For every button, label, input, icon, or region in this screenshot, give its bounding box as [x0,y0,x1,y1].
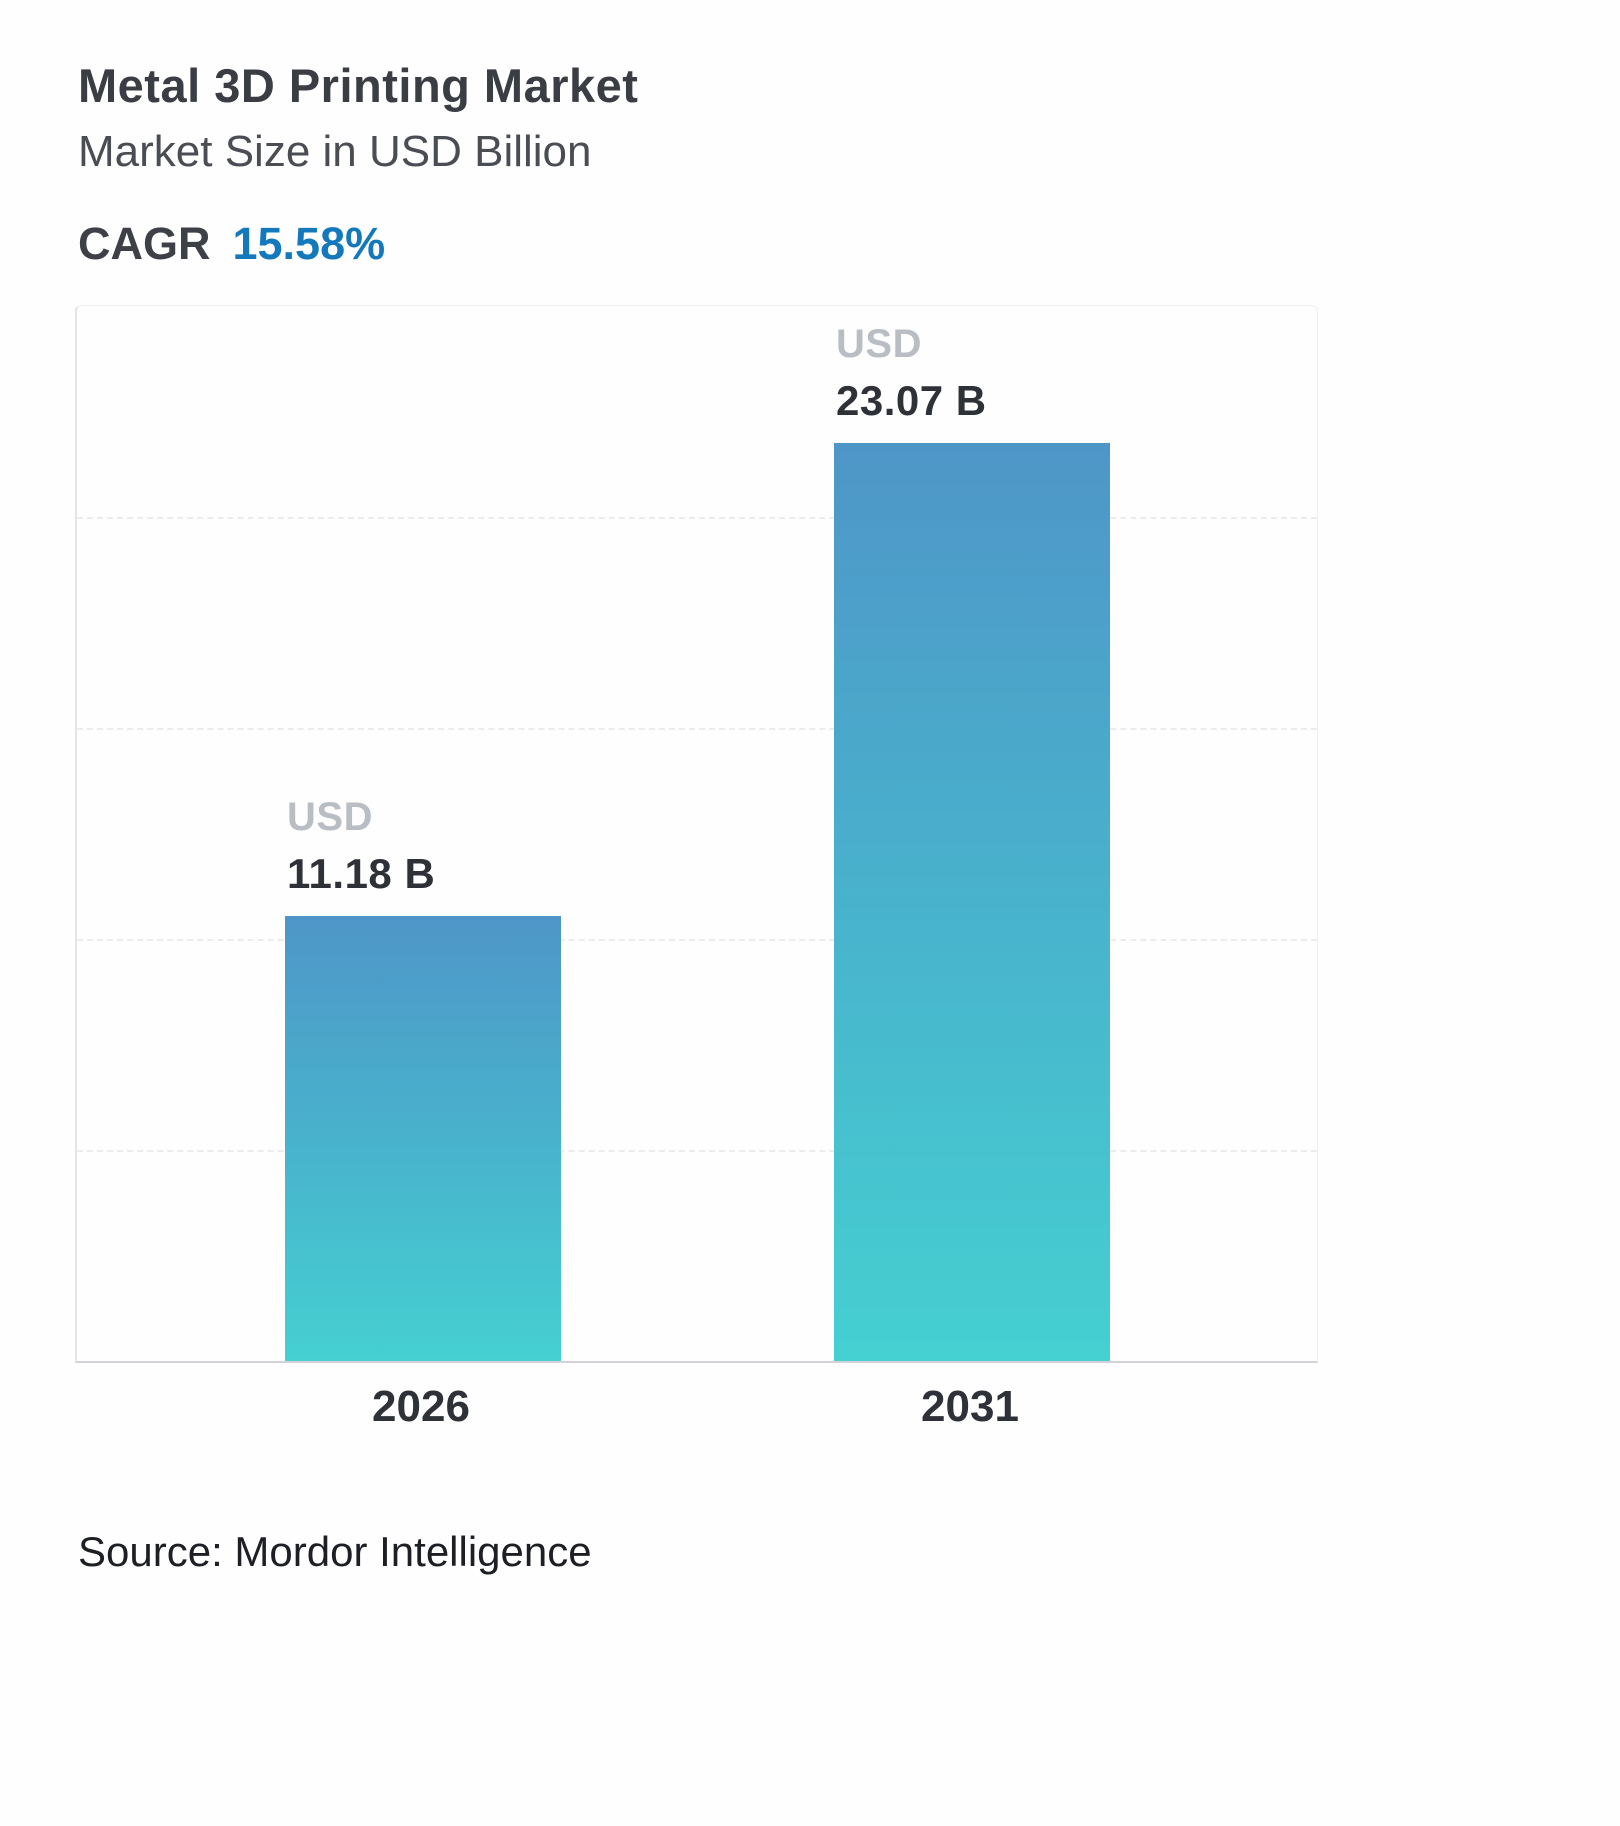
gridline [77,939,1317,941]
bar-group-2031: USD 23.07 B [834,306,1110,1361]
chart-subtitle: Market Size in USD Billion [78,127,592,176]
bar-value-label: 11.18 B [287,849,436,897]
bar-group-2026: USD 11.18 B [285,306,561,1361]
bar-2026 [285,915,561,1361]
bar-label-2026: USD 11.18 B [285,795,435,898]
x-axis-tick-2031: 2031 [921,1382,1019,1431]
chart-header: Metal 3D Printing Market Market Size in … [78,58,638,177]
bar-2031 [834,442,1110,1361]
gridline [77,1150,1317,1152]
cagr-value: 15.58% [232,218,386,269]
bar-label-2031: USD 23.07 B [834,322,987,425]
bar-unit-label: USD [836,321,922,366]
bar-unit-label: USD [287,794,373,839]
gridline [77,517,1317,519]
gridline [77,728,1317,730]
source-attribution: Source: Mordor Intelligence [78,1528,592,1575]
chart-title: Metal 3D Printing Market [78,59,639,112]
bar-chart-plot-area: USD 11.18 B USD 23.07 B [75,305,1318,1363]
cagr-row: CAGR 15.58% [78,218,385,270]
cagr-label: CAGR [78,218,211,269]
x-axis-tick-2026: 2026 [372,1382,470,1431]
bar-value-label: 23.07 B [836,376,987,424]
